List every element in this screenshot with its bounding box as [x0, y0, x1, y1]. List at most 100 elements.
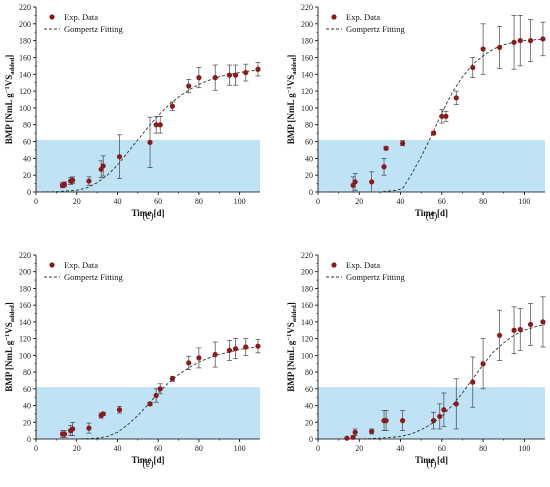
data-point	[443, 113, 449, 119]
data-point	[430, 130, 437, 136]
data-point	[186, 83, 192, 89]
y-axis-label-part: ]	[4, 302, 14, 305]
y-axis-label-part: VS	[4, 75, 14, 87]
y-axis-label-part: ]	[286, 302, 296, 305]
y-tick-label: 140	[19, 70, 31, 79]
data-point	[400, 140, 406, 146]
data-point	[470, 64, 476, 71]
y-axis-label-part: added	[9, 305, 16, 322]
y-tick-label: 140	[19, 318, 31, 327]
y-tick-label: 40	[23, 154, 31, 163]
chart-panel-e: 0 20 40 60 80 100 120 140 160 180 200 220 0 20 40 60 80 1…	[4, 251, 261, 470]
legend-marker-exp	[331, 262, 337, 268]
y-tick-label: 60	[23, 385, 31, 394]
data-point	[527, 321, 534, 328]
x-tick-label: 60	[438, 197, 446, 206]
x-tick-label: 80	[479, 197, 487, 206]
data-point	[400, 418, 406, 424]
data-point	[540, 319, 546, 325]
data-point	[61, 181, 68, 188]
chart-panel-f: 0 20 40 60 80 100 120 140 160 180 200 220 0 20 40 60 80 1…	[286, 251, 546, 470]
x-axis-label: Time [d]	[131, 455, 164, 465]
y-tick-label: 40	[23, 402, 31, 411]
data-point	[157, 122, 163, 128]
data-point	[243, 344, 249, 350]
y-tick-label: 180	[19, 37, 31, 46]
data-point	[226, 347, 233, 353]
legend-marker-exp	[49, 262, 55, 268]
y-tick-label: 100	[301, 104, 313, 113]
data-point	[153, 122, 159, 128]
data-point	[212, 75, 218, 81]
data-point	[453, 401, 459, 407]
data-point	[116, 407, 123, 413]
x-tick-label: 20	[73, 444, 81, 453]
data-point	[540, 36, 546, 42]
y-tick-label: 200	[301, 20, 313, 29]
data-point	[61, 431, 68, 437]
y-tick-label: 180	[301, 284, 313, 293]
y-tick-label: 0	[27, 188, 31, 197]
data-point	[100, 163, 106, 169]
y-tick-label: 200	[301, 268, 313, 277]
x-tick-label: 40	[397, 197, 405, 206]
data-point	[497, 332, 503, 338]
y-tick-label: 180	[301, 37, 313, 46]
x-tick-label: 100	[518, 197, 530, 206]
y-tick-label: 200	[19, 268, 31, 277]
legend-label-fit: Gompertz Fitting	[64, 24, 124, 34]
y-tick-label: 120	[301, 87, 313, 96]
data-point	[153, 392, 159, 399]
y-tick-label: 60	[305, 385, 313, 394]
y-tick-label: 0	[309, 188, 313, 197]
y-tick-label: 60	[305, 138, 313, 147]
data-point	[255, 343, 261, 349]
legend-label-exp: Exp. Data	[346, 260, 380, 270]
y-axis-label-part: BMP [NmL g	[4, 340, 14, 391]
y-tick-label: 80	[305, 368, 313, 377]
data-point	[369, 179, 375, 185]
legend-label-fit: Gompertz Fitting	[346, 272, 406, 282]
y-tick-label: 20	[305, 171, 313, 180]
y-tick-label: 20	[23, 418, 31, 427]
data-point	[527, 38, 534, 44]
y-tick-label: 40	[305, 402, 313, 411]
y-tick-label: 120	[19, 87, 31, 96]
data-point	[352, 179, 358, 185]
y-axis-label-part: added	[291, 57, 298, 74]
x-tick-label: 20	[73, 197, 81, 206]
x-tick-label: 40	[113, 444, 121, 453]
data-point	[196, 75, 202, 81]
legend-label-exp: Exp. Data	[64, 12, 98, 22]
data-point	[212, 351, 218, 358]
legend-label-exp: Exp. Data	[64, 260, 98, 270]
data-point	[511, 327, 517, 333]
y-axis-label-part: VS	[286, 75, 296, 87]
x-axis-label: Time [d]	[415, 455, 448, 465]
y-tick-label: 220	[19, 3, 31, 12]
y-tick-label: 20	[305, 418, 313, 427]
y-axis-label: BMP [NmL g−1VSadded]	[4, 302, 16, 391]
data-point	[517, 38, 523, 44]
y-tick-label: 0	[309, 435, 313, 444]
y-tick-label: 220	[301, 3, 313, 12]
data-point	[517, 326, 523, 333]
x-tick-label: 60	[438, 444, 446, 453]
legend-label-fit: Gompertz Fitting	[346, 24, 406, 34]
x-tick-label: 0	[34, 197, 38, 206]
data-point	[243, 69, 249, 76]
y-axis-label-part: ]	[286, 55, 296, 58]
panel-label: (f)	[427, 459, 437, 470]
data-point	[441, 407, 447, 413]
y-tick-label: 180	[19, 284, 31, 293]
data-point	[511, 39, 517, 45]
x-tick-label: 40	[397, 444, 405, 453]
legend-marker-exp	[331, 14, 337, 20]
y-axis-label: BMP [NmL g−1VSadded]	[4, 55, 16, 144]
x-tick-label: 0	[316, 197, 320, 206]
x-tick-label: 0	[34, 444, 38, 453]
y-tick-label: 100	[301, 351, 313, 360]
data-point	[344, 435, 350, 441]
data-point	[100, 411, 106, 417]
panel-label: (e)	[142, 459, 153, 470]
